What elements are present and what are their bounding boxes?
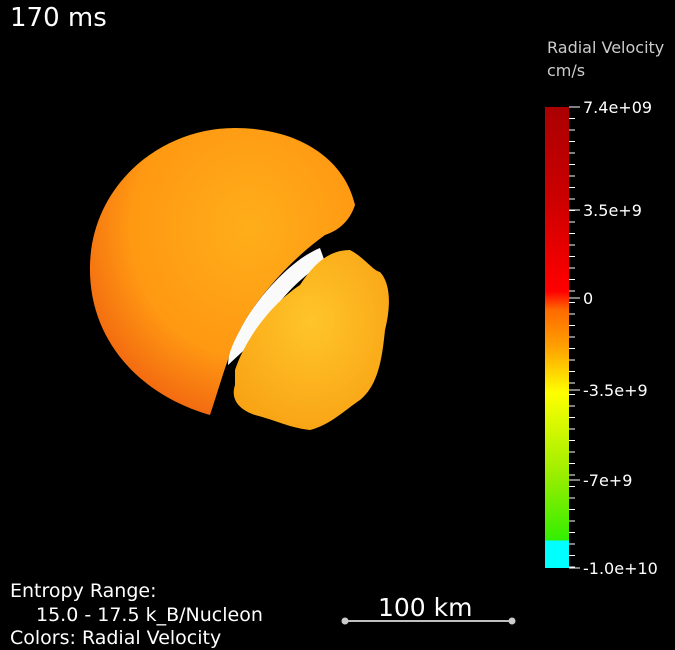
colorbar-tick: -3.5e+9 [583, 381, 648, 400]
shell [89, 128, 355, 415]
info-line: Entropy Range: [10, 580, 157, 602]
info-line: Colors: Radial Velocity [10, 627, 222, 649]
time-label: 170 ms [10, 3, 107, 33]
colorbar-tick: 0 [583, 289, 594, 308]
colorbar-unit: cm/s [547, 61, 586, 80]
colorbar-tick: 3.5e+9 [583, 201, 642, 220]
colorbar-tick: 7.4e+09 [583, 98, 653, 117]
colorbar-tick: -7e+9 [583, 471, 633, 490]
scale-end [508, 617, 516, 625]
scale-label: 100 km [378, 593, 473, 622]
info-line: 15.0 - 17.5 k_B/Nucleon [36, 604, 263, 626]
colorbar-minor-ticks [569, 106, 575, 568]
scale-end [341, 617, 349, 625]
colorbar-title: Radial Velocity [547, 38, 665, 57]
colorbar [545, 107, 569, 568]
colorbar-tick: -1.0e+10 [583, 559, 658, 578]
plume [233, 250, 389, 430]
